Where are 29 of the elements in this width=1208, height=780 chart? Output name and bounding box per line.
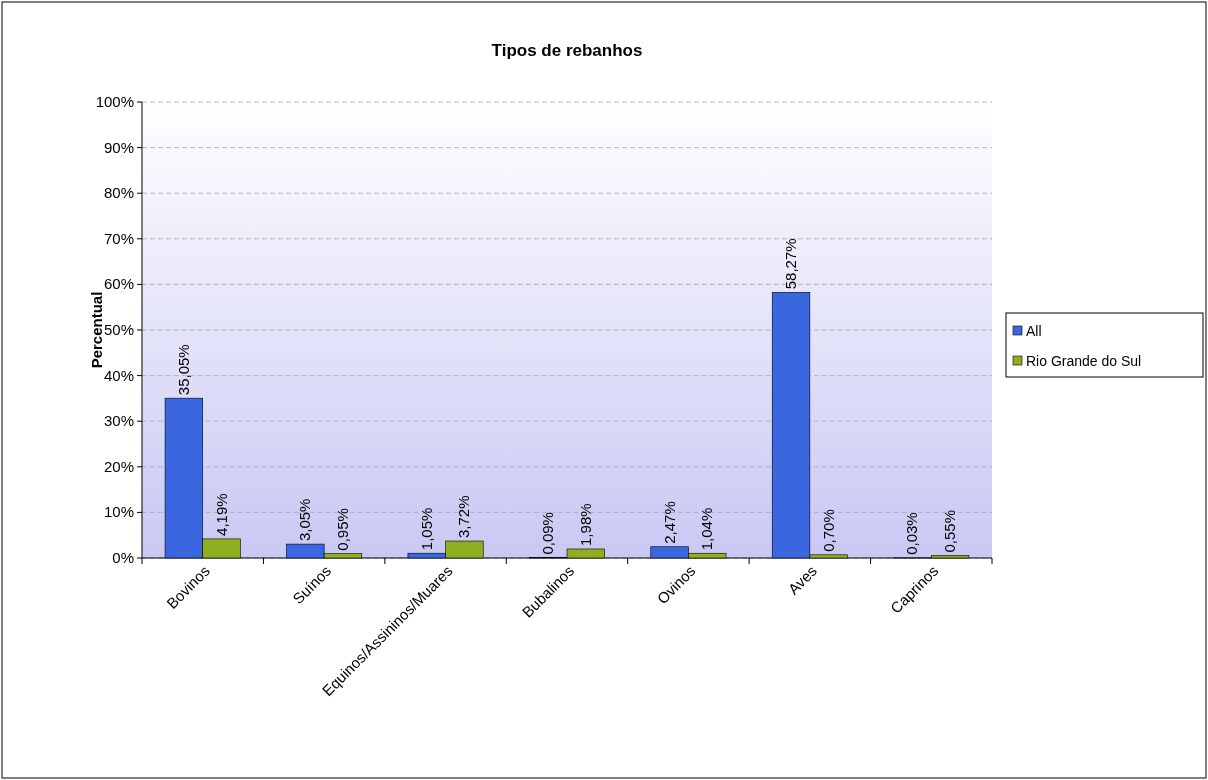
legend-label: Rio Grande do Sul	[1026, 353, 1142, 369]
data-label: 0,03%	[903, 512, 921, 555]
data-label: 0,70%	[819, 509, 837, 552]
y-tick-label: 50%	[103, 321, 134, 338]
data-label: 0,09%	[539, 512, 557, 555]
data-label: 58,27%	[782, 238, 800, 290]
y-tick-label: 60%	[103, 275, 134, 293]
data-label: 35,05%	[174, 344, 192, 396]
y-tick-label: 40%	[103, 366, 134, 384]
y-tick-label: 80%	[103, 184, 134, 202]
chart-title: Tipos de rebanhos	[491, 41, 643, 60]
legend-label: All	[1026, 323, 1042, 339]
data-label: 3,05%	[296, 498, 314, 542]
data-label: 3,72%	[455, 495, 473, 539]
y-tick-label: 20%	[103, 457, 134, 475]
data-label: 4,19%	[212, 493, 230, 536]
data-label: 2,47%	[660, 501, 678, 544]
data-label: 1,04%	[698, 507, 716, 551]
y-tick-label: 90%	[103, 138, 134, 156]
y-tick-label: 70%	[103, 229, 134, 247]
y-tick-label: 100%	[95, 93, 134, 110]
y-tick-label: 30%	[103, 412, 134, 430]
data-label: 0,95%	[333, 508, 351, 551]
data-label: 1,05%	[417, 507, 435, 551]
y-tick-label: 0%	[112, 549, 134, 566]
data-label: 1,98%	[576, 503, 594, 546]
data-label: 0,55%	[941, 509, 959, 553]
y-tick-label: 10%	[103, 503, 134, 521]
y-axis-title: Percentual	[88, 291, 105, 369]
